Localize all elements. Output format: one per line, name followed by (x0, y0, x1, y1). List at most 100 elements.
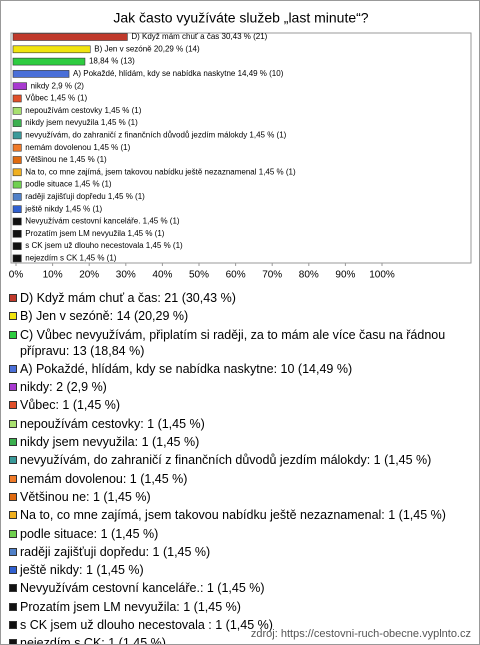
source: zdroj: https://cestovni-ruch-obecne.vypl… (250, 628, 471, 640)
legend-swatch (9, 639, 17, 644)
legend-label: nemám dovolenou: 1 (1,45 %) (20, 471, 188, 486)
value-label: Na to, co mne zajímá, jsem takovou nabíd… (25, 167, 296, 176)
legend-label: nevyužívám, do zahraničí z finančních dů… (20, 453, 432, 468)
plot-frame (10, 32, 472, 264)
value-label: B) Jen v sezóně 20,29 % (14) (94, 44, 200, 53)
legend-item: nikdy: 2 (2,9 %) (9, 379, 471, 395)
legend-swatch (9, 401, 17, 410)
value-label: Vůbec 1,45 % (1) (25, 94, 87, 103)
legend-swatch (9, 419, 17, 428)
legend-swatch (9, 438, 17, 447)
x-tick-label: 0% (9, 270, 24, 281)
legend-item: C) Vůbec nevyužívám, připlatím si raději… (9, 327, 471, 359)
bar (12, 242, 22, 250)
legend-item: Na to, co mne zajímá, jsem takovou nabíd… (9, 507, 471, 523)
legend-swatch (9, 294, 17, 302)
bar (12, 230, 22, 238)
legend-label: ještě nikdy: 1 (1,45 %) (20, 563, 144, 578)
bar (12, 70, 70, 78)
value-label: nejezdím s CK 1,45 % (1) (25, 254, 116, 263)
x-tick-label: 90% (335, 270, 355, 281)
x-tick-label: 30% (116, 270, 136, 281)
legend-swatch (9, 621, 17, 630)
legend-item: nevyužívám, do zahraničí z finančních dů… (9, 452, 471, 468)
legend-item: nejezdím s CK: 1 (1,45 %) (9, 635, 471, 644)
legend-label: nikdy: 2 (2,9 %) (20, 380, 107, 395)
legend-label: D) Když mám chuť a čas: 21 (30,43 %) (20, 291, 236, 305)
x-tick-label: 80% (299, 270, 319, 281)
bar (12, 94, 22, 103)
legend-item: podle situace: 1 (1,45 %) (9, 526, 471, 542)
legend-swatch (9, 529, 17, 538)
value-label: Většinou ne 1,45 % (1) (25, 155, 107, 164)
legend-label: nikdy jsem nevyužila: 1 (1,45 %) (20, 435, 200, 450)
legend-item: D) Když mám chuť a čas: 21 (30,43 %) (9, 290, 471, 306)
bar (12, 217, 22, 226)
legend-item: nemám dovolenou: 1 (1,45 %) (9, 471, 471, 487)
legend-label: Vůbec: 1 (1,45 %) (20, 398, 121, 413)
legend-swatch (9, 511, 17, 520)
legend-swatch (9, 584, 17, 593)
value-label: nikdy 2,9 % (2) (31, 81, 85, 90)
legend-swatch (9, 547, 17, 556)
bar (12, 205, 22, 213)
legend-label: C) Vůbec nevyužívám, připlatím si raději… (20, 327, 446, 358)
x-tick-label: 20% (79, 270, 99, 281)
legend-item: nepoužívám cestovky: 1 (1,45 %) (9, 416, 471, 432)
x-tick-label: 40% (152, 270, 172, 281)
bar (12, 107, 22, 115)
legend-label: Prozatím jsem LM nevyužila: 1 (1,45 %) (20, 599, 241, 614)
legend-swatch (9, 492, 17, 501)
value-label: nemám dovolenou 1,45 % (1) (25, 143, 130, 152)
value-label: D) Když mám chuť a čas 30,43 % (21) (131, 32, 267, 41)
legend-item: Vůbec: 1 (1,45 %) (9, 397, 471, 413)
x-tick-label: 10% (43, 270, 63, 281)
value-label: nikdy jsem nevyužila 1,45 % (1) (25, 118, 138, 127)
legend-label: Nevyužívám cestovní kanceláře.: 1 (1,45 … (20, 581, 265, 596)
legend-swatch (9, 364, 17, 373)
legend-swatch (9, 602, 17, 611)
x-tick-label: 60% (226, 270, 246, 281)
legend-item: Prozatím jsem LM nevyužila: 1 (1,45 %) (9, 599, 471, 615)
legend-label: raději zajišťuji dopředu: 1 (1,45 %) (20, 544, 211, 559)
legend-item: nikdy jsem nevyužila: 1 (1,45 %) (9, 434, 471, 450)
legend-swatch (9, 383, 17, 392)
value-label: raději zajišťuji dopředu 1,45 % (1) (25, 192, 145, 201)
legend: D) Když mám chuť a čas: 21 (30,43 %) B) J… (9, 290, 471, 644)
value-label: s CK jsem už dlouho necestovala 1,45 % (… (25, 241, 183, 250)
bar (12, 119, 22, 127)
legend-item: A) Pokaždé, hlídám, kdy se nabídka nasky… (9, 361, 471, 377)
bar (12, 33, 128, 41)
x-tick-label: 50% (189, 270, 209, 281)
legend-item: Nevyužívám cestovní kanceláře.: 1 (1,45 … (9, 580, 471, 596)
value-label: nevyužívám, do zahraničí z finančních dů… (25, 131, 286, 140)
legend-item: s CK jsem už dlouho necestovala : 1 (1,4… (9, 617, 471, 633)
legend-label: nepoužívám cestovky: 1 (1,45 %) (20, 416, 205, 431)
legend-label: s CK jsem už dlouho necestovala : 1 (1,4… (20, 618, 273, 633)
legend-swatch (9, 312, 17, 321)
legend-item: ještě nikdy: 1 (1,45 %) (9, 562, 471, 578)
bar (12, 193, 22, 201)
legend-label: Na to, co mne zajímá, jsem takovou nabíd… (20, 508, 446, 523)
legend-label: B) Jen v sezóně: 14 (20,29 %) (20, 309, 189, 324)
bar (12, 143, 22, 152)
x-tick-label: 100% (369, 270, 395, 281)
bar (12, 131, 22, 140)
bar (12, 156, 22, 164)
value-label: ještě nikdy 1,45 % (1) (24, 204, 102, 213)
bar (12, 168, 22, 177)
value-label: Nevyužívám cestovní kanceláře. 1,45 % (1… (25, 217, 180, 226)
value-label: A) Pokaždé, hlídám, kdy se nabídka nasky… (73, 69, 284, 78)
chart-title: Jak často využíváte služeb „last minute“… (113, 10, 368, 26)
plot: Jak často využíváte služeb „last minute“… (9, 10, 472, 281)
legend-label: A) Pokaždé, hlídám, kdy se nabídka nasky… (20, 361, 353, 376)
legend-swatch (9, 456, 17, 465)
legend-label: podle situace: 1 (1,45 %) (20, 526, 159, 541)
value-label: Prozatím jsem LM nevyužila 1,45 % (1) (25, 229, 164, 238)
value-label: 18,84 % (13) (89, 57, 135, 66)
legend-swatch (9, 330, 17, 339)
bar (12, 82, 27, 90)
legend-swatch (9, 566, 17, 575)
bar (12, 180, 22, 189)
